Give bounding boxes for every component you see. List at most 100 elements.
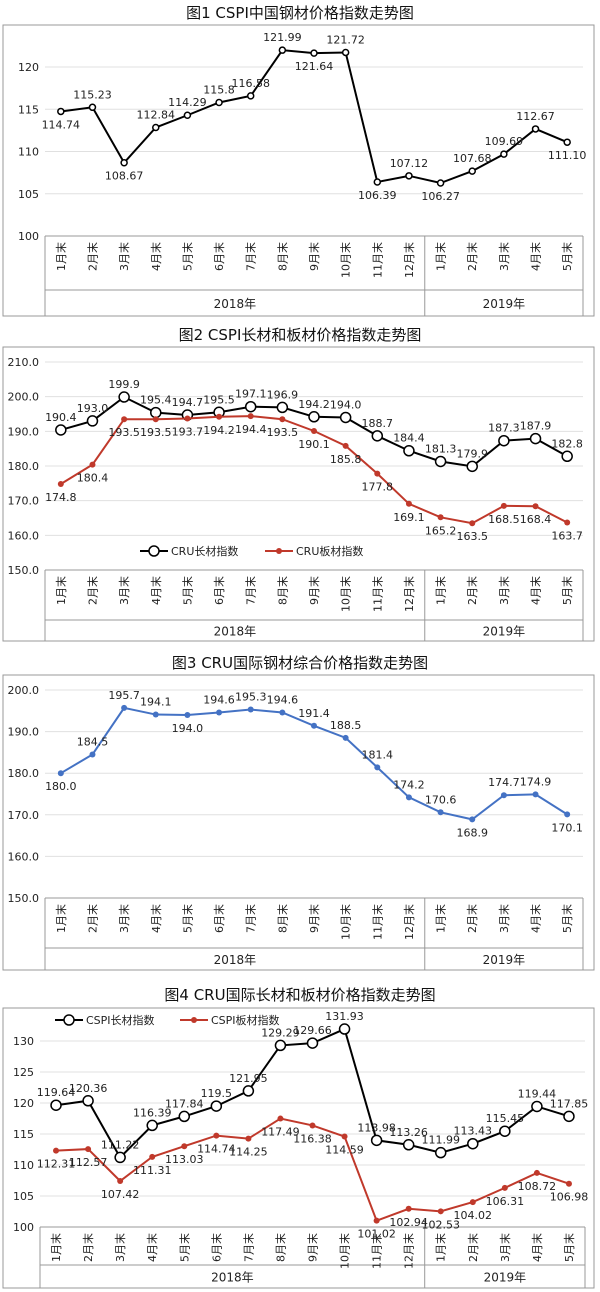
x-tick-label: 5月末 (560, 576, 574, 605)
data-point (215, 98, 223, 107)
data-label: 194.2 (203, 424, 235, 437)
data-point (374, 470, 381, 477)
data-label: 111.10 (548, 149, 587, 162)
data-label: 114.74 (42, 118, 81, 131)
data-label: 114.29 (168, 96, 207, 109)
data-label: 113.43 (454, 1125, 493, 1138)
data-label: 120.36 (69, 1082, 108, 1095)
data-point (210, 1100, 223, 1112)
x-tick-label: 4月末 (149, 904, 163, 933)
data-point (338, 1023, 351, 1035)
data-point (120, 158, 128, 167)
data-label: 170.6 (425, 793, 457, 806)
data-point (152, 416, 159, 423)
x-tick-label: 1月末 (54, 242, 68, 271)
data-point (531, 125, 540, 133)
y-tick-label: 105 (13, 1190, 34, 1203)
legend-marker (276, 548, 282, 554)
x-tick-label: 9月末 (306, 1233, 320, 1262)
data-label: 116.58 (231, 77, 270, 90)
data-point (402, 1139, 415, 1151)
data-point (436, 179, 445, 187)
data-point (498, 434, 510, 447)
data-label: 101.02 (357, 1228, 396, 1241)
legend-marker (191, 1017, 197, 1023)
x-tick-label: 3月末 (497, 576, 511, 605)
data-point (531, 1100, 543, 1113)
data-label: 102.53 (421, 1218, 460, 1231)
data-point (247, 413, 254, 420)
x-tick-label: 2月末 (85, 242, 99, 271)
chart-3-title: 图3 CRU国际钢材综合价格指数走势图 (171, 654, 429, 672)
data-label: 174.8 (45, 491, 77, 504)
data-label: 108.67 (105, 170, 144, 183)
x-tick-label: 5月末 (180, 576, 194, 605)
data-label: 117.84 (165, 1097, 204, 1110)
data-point (466, 460, 478, 473)
data-point (213, 1132, 220, 1139)
data-label: 113.98 (357, 1121, 396, 1134)
data-point (405, 500, 412, 507)
chart-1-frame (2, 24, 595, 317)
x-tick-label: 3月末 (498, 1233, 512, 1262)
x-tick-label: 11月末 (370, 576, 384, 612)
data-point (245, 1135, 252, 1142)
data-label: 194.6 (203, 693, 235, 706)
chart-2-title: 图2 CSPI长材和板材价格指数走势图 (178, 326, 422, 344)
data-point (437, 1208, 444, 1215)
data-label: 193.5 (108, 426, 140, 439)
year-group-label: 2018年 (211, 1271, 254, 1285)
y-tick-label: 200.0 (8, 684, 40, 697)
x-tick-label: 3月末 (117, 576, 131, 605)
x-tick-label: 1月末 (54, 904, 68, 933)
y-tick-label: 110 (18, 146, 39, 159)
x-tick-label: 10月末 (339, 904, 353, 940)
data-label: 108.72 (518, 1180, 557, 1193)
data-label: 168.4 (520, 513, 552, 526)
x-tick-label: 6月末 (212, 904, 226, 933)
data-point (563, 1110, 575, 1123)
year-group-label: 2018年 (214, 297, 257, 311)
data-point (467, 1137, 479, 1150)
x-tick-label: 7月末 (244, 904, 258, 933)
data-label: 165.2 (425, 524, 457, 537)
year-group-label: 2018年 (214, 953, 257, 967)
data-label: 184.5 (77, 735, 109, 748)
data-point (277, 1115, 284, 1122)
data-label: 194.1 (140, 696, 172, 709)
data-label: 181.3 (425, 442, 457, 455)
x-tick-label: 3月末 (497, 904, 511, 933)
data-point (276, 401, 289, 414)
x-tick-label: 1月末 (434, 576, 448, 605)
data-point (149, 1153, 156, 1160)
x-tick-label: 5月末 (177, 1233, 191, 1262)
x-tick-label: 2月末 (466, 1233, 480, 1262)
data-point (50, 1099, 62, 1111)
data-point (469, 816, 476, 823)
data-point (339, 411, 352, 424)
data-point (82, 1095, 94, 1107)
data-point (247, 706, 254, 713)
data-label: 194.4 (235, 423, 267, 436)
data-point (434, 455, 447, 468)
data-label: 106.27 (421, 190, 460, 203)
data-point (310, 49, 318, 57)
data-label: 107.68 (453, 152, 492, 165)
data-point (564, 811, 571, 818)
x-tick-label: 12月末 (402, 1233, 416, 1269)
data-label: 117.85 (550, 1097, 589, 1110)
data-label: 180.0 (45, 780, 77, 793)
data-label: 112.31 (37, 1158, 76, 1171)
data-point (181, 1143, 188, 1150)
data-label: 129.66 (293, 1024, 332, 1037)
y-tick-label: 180.0 (8, 767, 40, 780)
data-point (178, 1110, 191, 1123)
legend-label: CRU板材指数 (296, 544, 363, 558)
x-tick-label: 5月末 (560, 904, 574, 933)
x-tick-label: 5月末 (180, 242, 194, 271)
data-label: 188.7 (362, 417, 394, 430)
data-label: 107.42 (101, 1188, 140, 1201)
data-label: 195.4 (140, 394, 172, 407)
data-label: 109.69 (485, 135, 524, 148)
data-point (532, 791, 539, 798)
